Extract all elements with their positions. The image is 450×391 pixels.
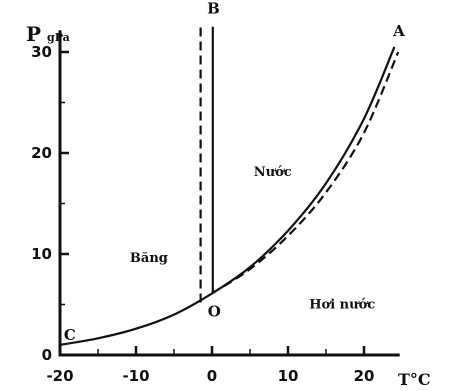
curves-layer xyxy=(59,26,400,346)
x-tick-label: -20 xyxy=(46,367,73,385)
point-label-a: A xyxy=(392,22,405,40)
y-tick-label: 0 xyxy=(42,346,52,364)
region-label-ice: Băng xyxy=(130,251,168,266)
point-label-b: B xyxy=(207,0,220,18)
y-axis-title: P xyxy=(26,22,41,46)
axes-layer: 0 10 20 30 -20 -10 0 10 20 xyxy=(31,30,400,385)
y-tick-label: 30 xyxy=(31,43,52,61)
region-label-vapor: Hơi nước xyxy=(309,298,375,313)
labels-layer: A B C O Băng Nước Hơi nước xyxy=(64,0,405,344)
y-axis-unit: gPa xyxy=(47,31,70,44)
x-axis-title: T°C xyxy=(398,370,431,389)
x-tick-label: 20 xyxy=(354,367,375,385)
x-tick-label: 10 xyxy=(278,367,299,385)
x-tick-label: 0 xyxy=(207,367,217,385)
point-label-c: C xyxy=(64,326,76,344)
y-tick-label: 10 xyxy=(31,245,52,263)
supercooled-water-curve xyxy=(211,51,400,295)
region-label-water: Nước xyxy=(254,165,292,180)
y-tick-label: 20 xyxy=(31,144,52,162)
x-tick-label: -10 xyxy=(122,367,149,385)
point-label-o: O xyxy=(208,303,221,321)
